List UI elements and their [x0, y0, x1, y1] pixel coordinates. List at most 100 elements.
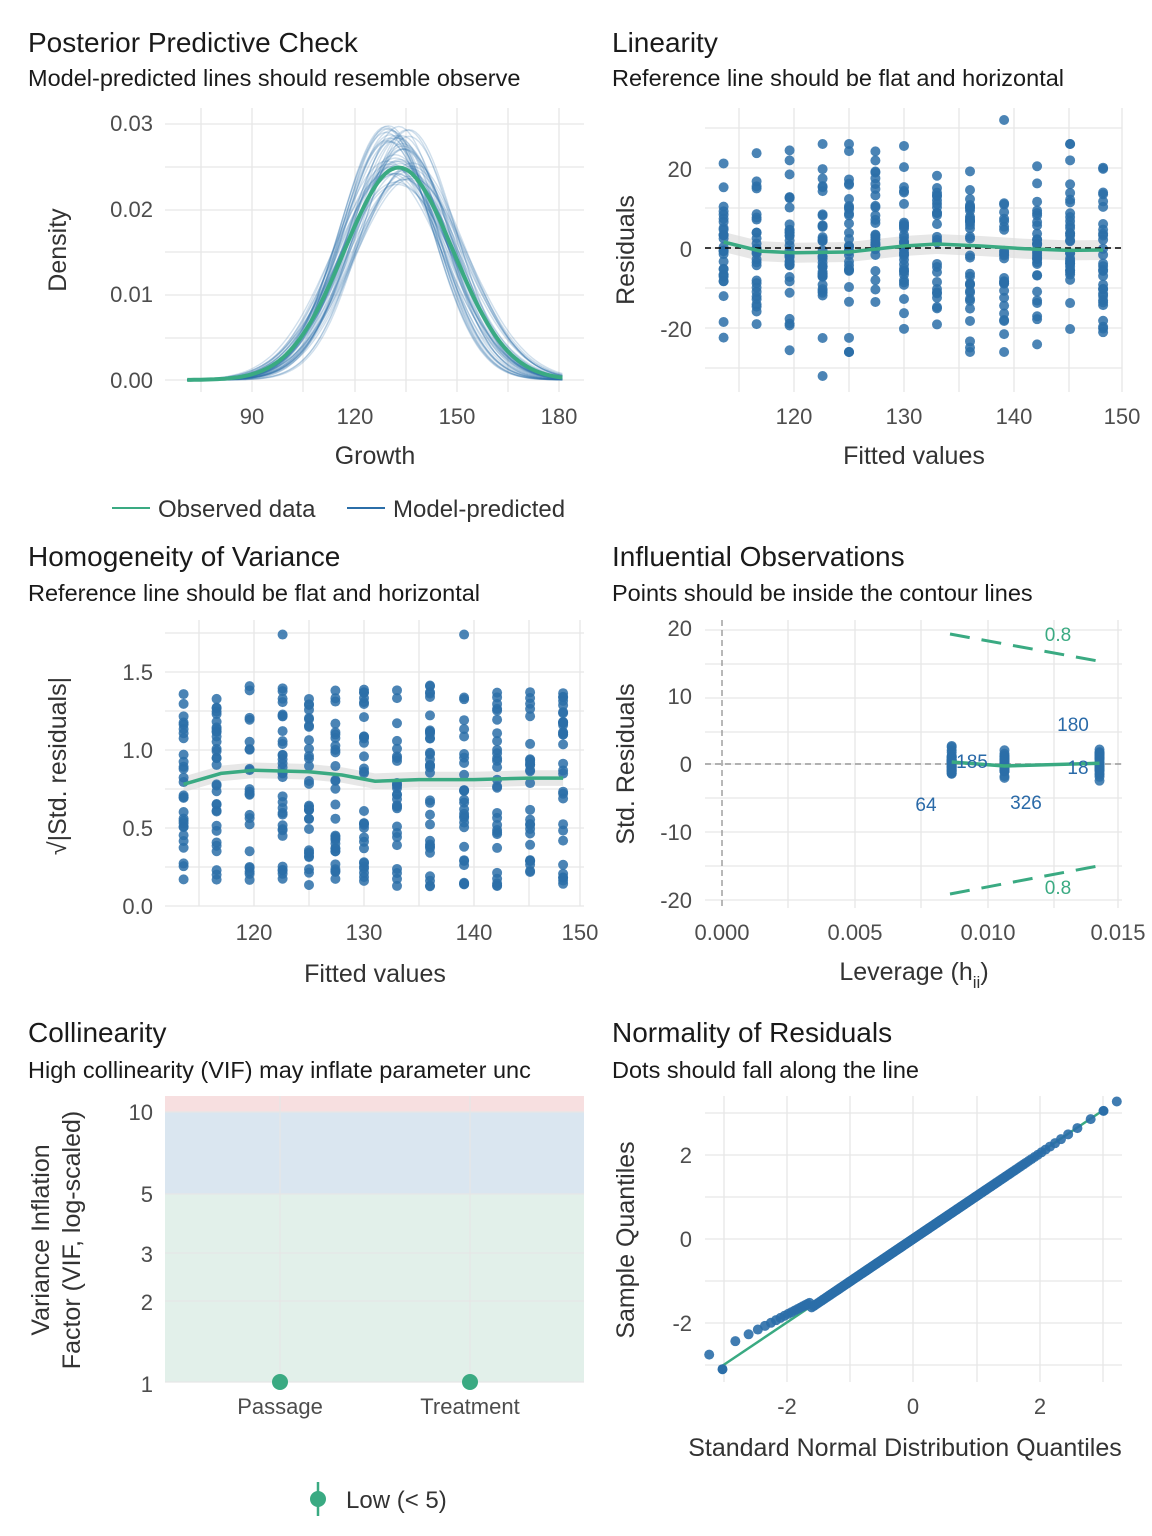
collinearity-xtick: Treatment: [420, 1394, 519, 1419]
residual-point: [999, 216, 1010, 227]
residual-point: [932, 276, 942, 287]
std-residual-point: [459, 860, 470, 871]
residual-point: [844, 174, 854, 185]
residual-point: [1032, 235, 1043, 246]
ppc-predicted-line: [187, 165, 563, 381]
residual-point: [1032, 253, 1043, 264]
ppc-predicted-line: [187, 173, 563, 381]
residual-point: [965, 315, 975, 326]
std-residual-point: [304, 750, 314, 761]
std-residual-point: [525, 814, 536, 825]
std-residual-point: [525, 804, 536, 815]
residual-point: [1032, 270, 1043, 281]
std-residual-point: [392, 685, 402, 696]
std-residual-point: [330, 761, 341, 772]
normality-ytick: -2: [672, 1311, 692, 1336]
std-residual-point: [330, 727, 341, 738]
residual-point: [844, 233, 854, 244]
std-residual-point: [525, 823, 536, 834]
residual-point: [817, 371, 828, 381]
std-residual-point: [330, 846, 341, 857]
ppc-legend: Observed data Model-predicted: [112, 496, 565, 523]
std-residual-point: [330, 747, 341, 758]
ppc-predicted-line: [187, 134, 563, 381]
residual-point: [718, 276, 729, 287]
residual-point: [1098, 283, 1109, 294]
ppc-predicted-line: [187, 129, 563, 381]
std-residual-point: [277, 736, 288, 747]
residual-point: [999, 308, 1010, 319]
qq-point: [1072, 1123, 1083, 1134]
std-residual-point: [304, 714, 314, 725]
std-residual-point: [304, 704, 314, 715]
std-residual-point: [304, 775, 314, 786]
ppc-y-ticks: 0.03 0.02 0.01 0.00: [110, 111, 153, 393]
std-residual-point: [211, 865, 222, 876]
std-residual-point: [425, 767, 435, 778]
linearity-xtick: 140: [996, 404, 1033, 429]
residual-point: [870, 234, 881, 245]
std-residual-point: [459, 769, 470, 780]
vif-point: [462, 1374, 478, 1390]
std-residual-point: [558, 793, 569, 804]
residual-point: [718, 332, 729, 343]
residual-point: [965, 231, 975, 242]
std-residual-point: [392, 840, 402, 851]
std-residual-point: [459, 715, 470, 726]
std-residual-point: [211, 779, 222, 790]
influence-xtick: 0.000: [694, 920, 749, 945]
ppc-predicted-line: [187, 163, 563, 381]
std-residual-point: [178, 818, 189, 829]
homogeneity-y-ticks: 1.5 1.0 0.5 0.0: [122, 660, 153, 919]
ppc-grid: [165, 108, 584, 392]
residual-point: [999, 292, 1010, 303]
std-residual-point: [211, 752, 222, 763]
std-residual-point: [304, 879, 314, 890]
influence-ytick: -10: [660, 820, 692, 845]
residual-point: [1032, 286, 1043, 297]
normality-title: Normality of Residuals: [612, 1017, 892, 1048]
collinearity-ytick: 10: [129, 1100, 153, 1125]
ppc-ytick: 0.00: [110, 368, 153, 393]
std-residual-point: [178, 842, 189, 853]
std-residual-point: [558, 875, 569, 886]
residual-point: [784, 345, 795, 356]
ppc-predicted-line: [187, 128, 563, 381]
residual-point: [932, 287, 942, 298]
residual-point: [965, 252, 975, 263]
std-residual-point: [492, 748, 503, 759]
std-residual-point: [244, 712, 255, 723]
residual-point: [1098, 230, 1109, 241]
std-residual-point: [178, 698, 189, 709]
std-residual-point: [459, 694, 470, 705]
std-residual-point: [359, 768, 369, 779]
residual-point: [751, 227, 762, 238]
influence-xtick: 0.015: [1090, 920, 1145, 945]
influence-x-label-main: Leverage (h: [839, 958, 972, 986]
ppc-xtick: 90: [240, 404, 264, 429]
normality-ytick: 2: [680, 1143, 692, 1168]
influence-point: [946, 768, 957, 779]
std-residual-point: [492, 819, 503, 830]
residual-point: [718, 158, 729, 169]
std-residual-point: [304, 867, 314, 878]
std-residual-point: [425, 819, 435, 830]
residual-point: [1098, 219, 1109, 230]
residual-point: [751, 209, 762, 220]
residual-point: [932, 182, 942, 193]
homogeneity-xtick: 120: [236, 920, 273, 945]
residual-point: [817, 139, 828, 149]
residual-point: [899, 187, 909, 198]
std-residual-point: [211, 703, 222, 714]
residual-point: [751, 148, 762, 159]
std-residual-point: [525, 754, 536, 765]
ppc-ytick: 0.03: [110, 111, 153, 136]
std-residual-point: [459, 804, 470, 815]
residual-point: [1065, 208, 1076, 219]
ppc-predicted-line: [187, 148, 563, 381]
std-residual-point: [425, 797, 435, 808]
residual-point: [751, 319, 762, 330]
vif-point: [272, 1374, 288, 1390]
influence-point-label: 18: [1067, 758, 1088, 779]
influence-contour-upper: [949, 632, 1099, 663]
